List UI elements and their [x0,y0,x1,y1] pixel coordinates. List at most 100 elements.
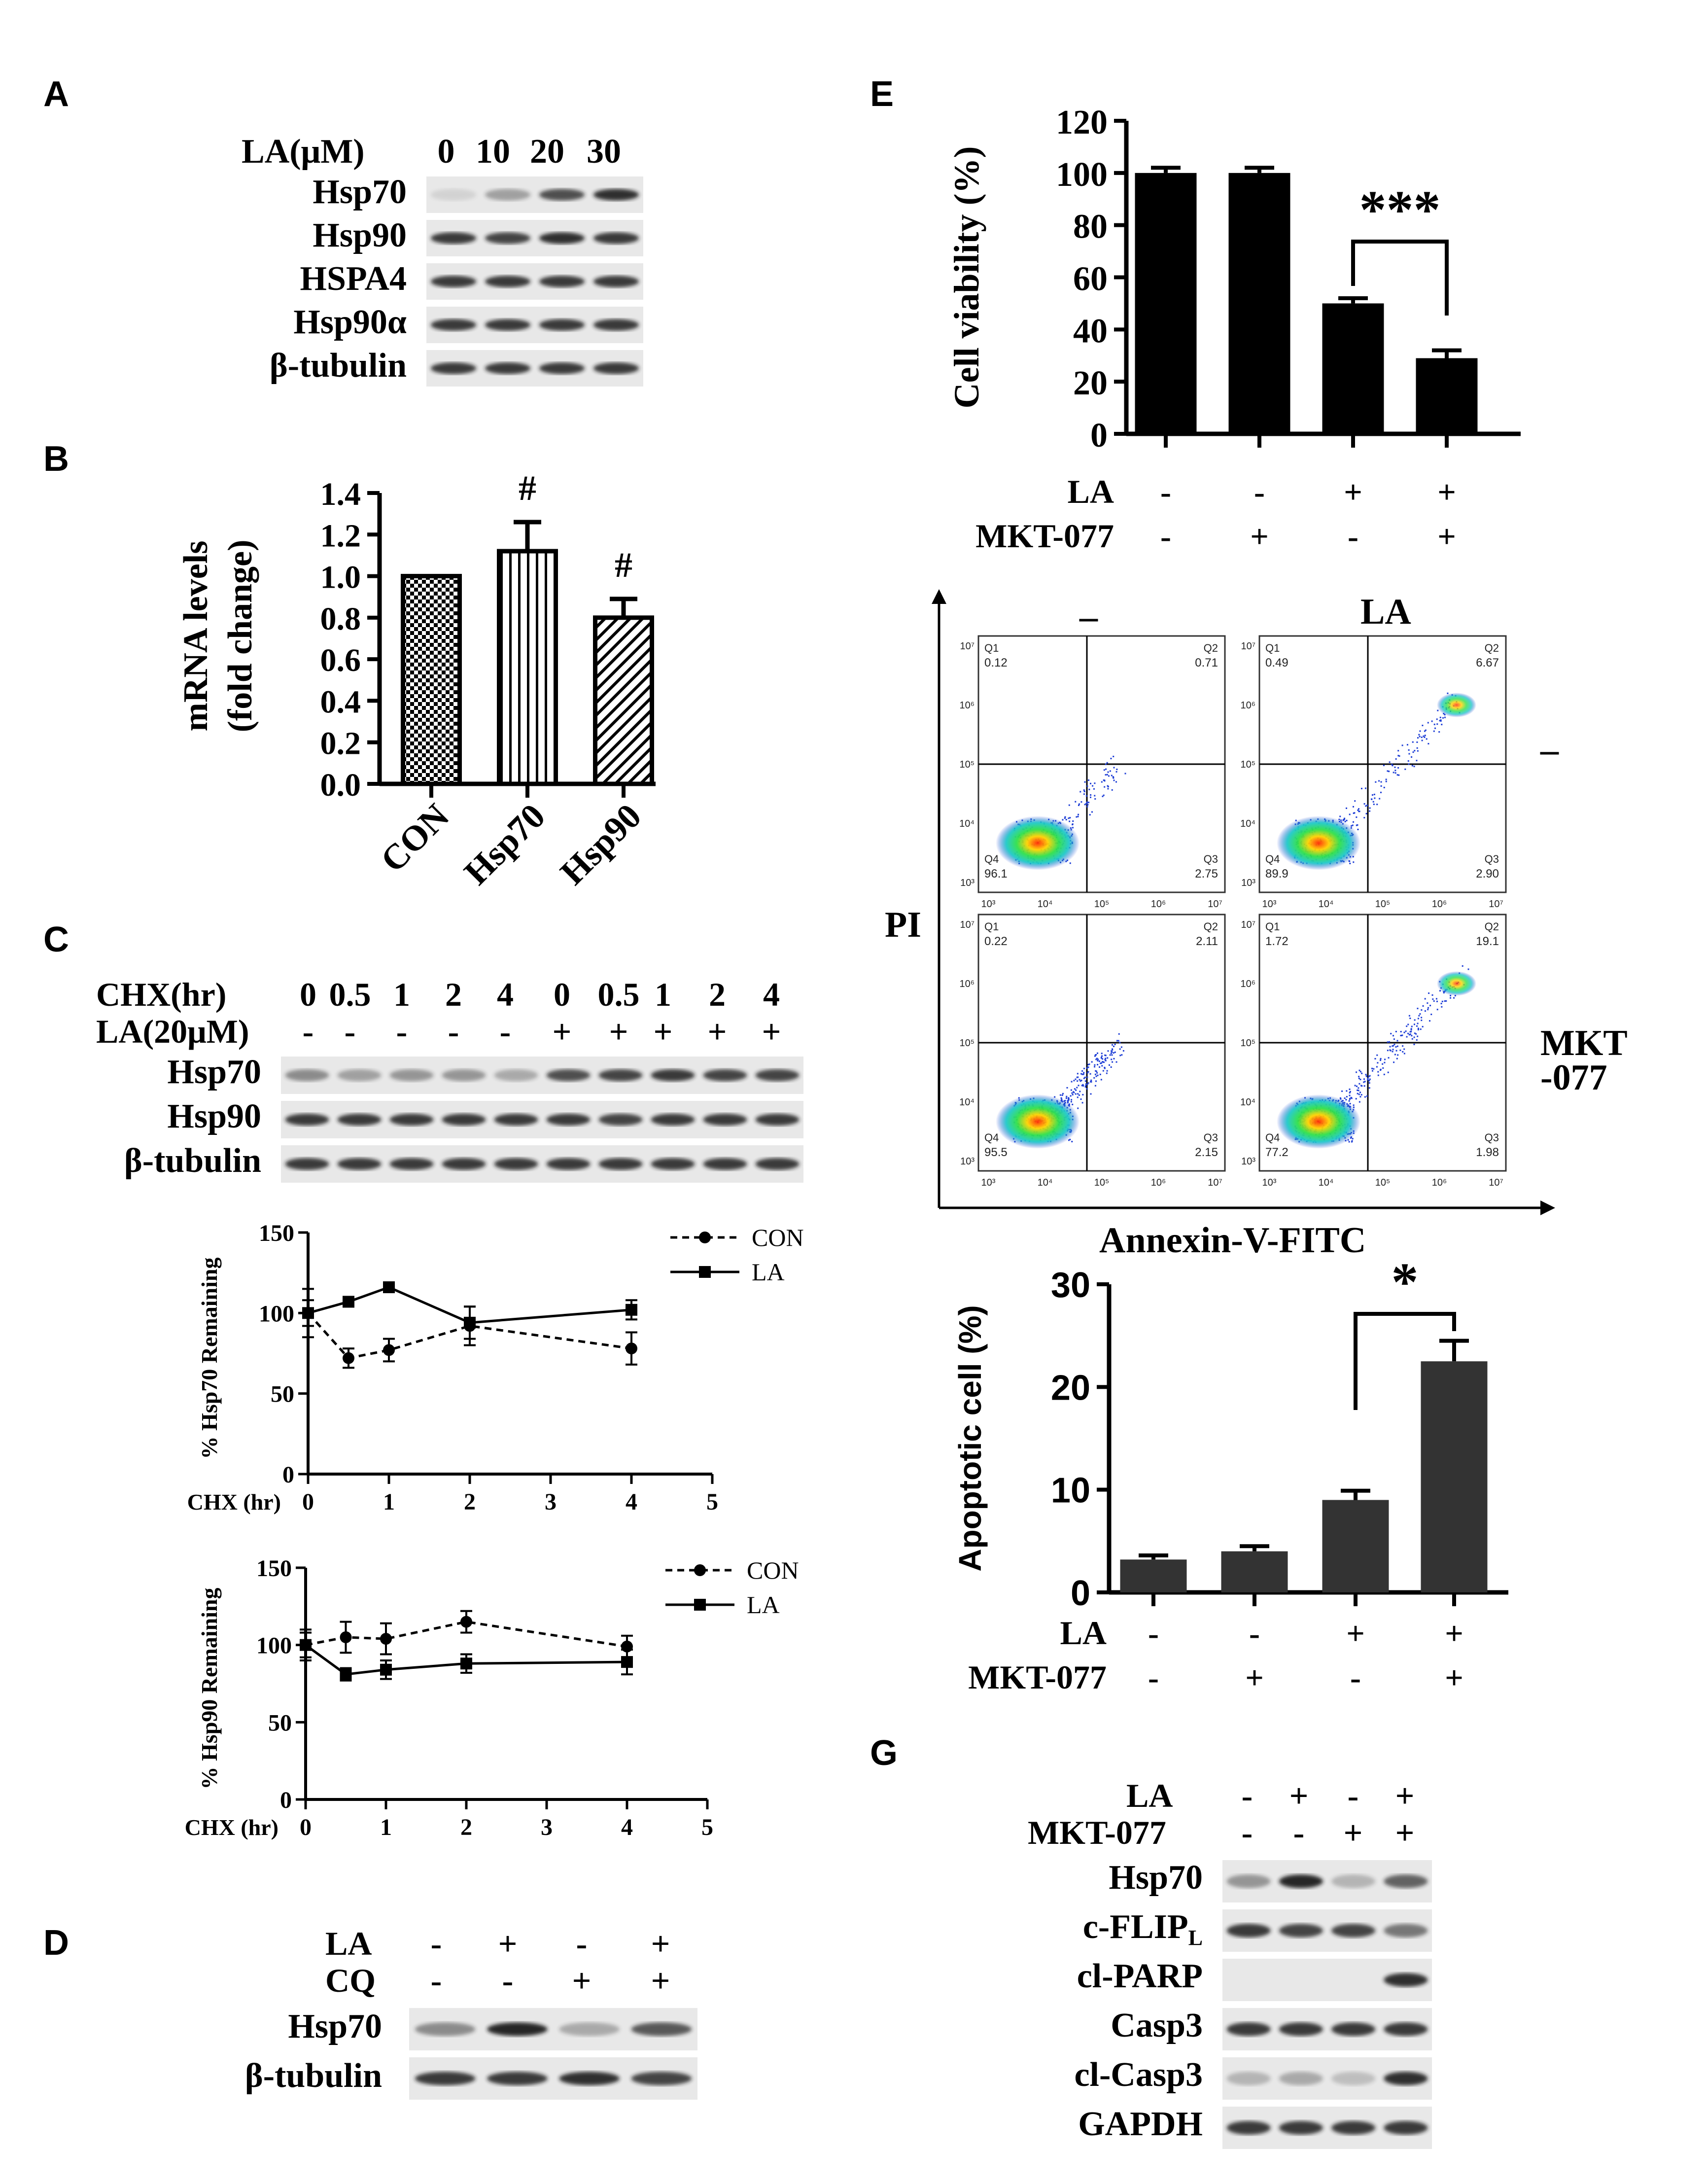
mkt-sign: + [1344,1814,1363,1851]
flow-event-dot [1467,968,1469,970]
panel-g-row-4-band [1384,2072,1428,2085]
flow-event-dot [1079,1091,1081,1092]
flow-event-dot [1440,719,1442,721]
flow-event-dot [1436,1000,1438,1002]
flow-event-dot [1083,789,1085,791]
flow-event-dot [1402,1051,1404,1053]
flow-event-dot [1105,1059,1107,1061]
flow-event-dot [1071,1099,1073,1101]
panel-d-row-1-band [631,2072,692,2085]
flow-event-dot [1401,1034,1403,1036]
panel-c-row-0-band [651,1069,695,1082]
flow-event-dot [1354,812,1356,814]
flow-event-dot [1062,819,1064,821]
y-tick-label: 0.0 [320,767,361,803]
blot-row-label: β-tubulin [245,2057,382,2095]
panel-a-row-2-band [430,276,477,287]
flow-event-dot [1376,1066,1378,1068]
panel-c-row-0-band [389,1069,434,1082]
flow-event-dot [1421,737,1423,739]
flow-event-dot [1373,793,1375,795]
flow-event-dot [1104,1066,1106,1068]
blot-row-label: Hsp90 [313,216,407,254]
panel-g-row-5-band [1331,2121,1376,2135]
panel-c-western-blot: CHX(hr) LA(20μM) 0 0.5 1 2 4 0 0.5 1 2 4- - - - - + + + +… [96,976,803,1183]
flow-event-dot [1358,1077,1360,1079]
flow-event-dot [1408,753,1410,755]
flow-x-tick-label: 10⁵ [1094,899,1110,910]
flow-event-dot [1072,824,1074,826]
flow-event-dot [1067,1102,1069,1104]
flow-event-dot [1068,1139,1070,1141]
flow-x-tick-label: 10⁵ [1375,1177,1391,1188]
chx-time-label: 0 [554,976,570,1013]
flow-event-dot [1427,743,1429,745]
blot-row-label: β-tubulin [124,1142,261,1180]
flow-event-dot [1409,1033,1411,1035]
flow-event-dot [1422,1005,1424,1007]
panel-g-mkt-label: MKT-077 [1028,1814,1166,1851]
flow-event-dot [1413,1023,1415,1025]
flow-event-dot [1349,813,1351,815]
y-tick-label: 20 [1073,364,1108,402]
flow-row-label-mkt-line2: -077 [1540,1057,1607,1098]
flow-event-dot [1088,779,1090,781]
x-tick-label: 2 [464,1489,476,1515]
flow-x-tick-label: 10⁵ [1094,1177,1110,1188]
flow-event-dot [1064,1100,1066,1102]
flow-event-dot [1109,770,1111,772]
flow-event-dot [1363,1081,1365,1083]
flow-event-dot [1424,1010,1426,1012]
flow-event-dot [1382,1063,1384,1065]
flow-event-dot [1422,725,1424,727]
x-tick-label: Hsp70 [456,796,553,892]
flow-event-dot [1366,805,1368,807]
data-point [464,1316,476,1329]
quadrant-value: 6.67 [1476,656,1499,669]
mkt-row-label: MKT-077 [975,517,1114,555]
flow-event-dot [1083,790,1085,792]
flow-event-dot [1378,780,1380,782]
data-point [340,1631,352,1643]
flow-event-dot [1377,1062,1379,1064]
la-sign: - [576,1925,588,1962]
flow-event-dot [1363,1085,1365,1087]
flow-event-dot [1353,806,1355,808]
quadrant-value: 89.9 [1265,867,1288,881]
flow-event-dot [1087,1066,1089,1068]
panel-letter-g: G [870,1733,898,1773]
flow-event-dot [1070,1101,1072,1103]
flow-y-tick-label: 10⁵ [959,759,975,770]
flow-y-arrowhead [932,589,946,604]
la-sign: + [651,1925,670,1962]
flow-event-dot [1398,774,1400,776]
significance-mark: *** [1359,179,1441,240]
flow-event-dot [1086,1088,1088,1090]
flow-event-dot [1107,1050,1109,1052]
blot-row-label: Hsp90 [167,1097,261,1135]
flow-event-dot [1122,1050,1124,1052]
panel-c-row-2-band [703,1158,747,1170]
panel-c-row-0-band [494,1069,538,1082]
flow-event-dot [1397,750,1399,752]
x-tick-label: 0 [300,1814,312,1840]
quadrant-name: Q4 [1265,1131,1280,1144]
flow-event-dot [1359,1071,1361,1073]
flow-event-dot [1111,1058,1113,1060]
legend-marker [694,1564,706,1576]
panel-g-row-5-band [1384,2121,1428,2135]
flow-y-tick-label: 10⁴ [959,1097,975,1108]
y-tick-label: 0.8 [320,601,361,637]
flow-event-dot [1066,1095,1068,1097]
panel-a-row-1-band [593,232,639,244]
quadrant-value: 19.1 [1476,935,1499,948]
flow-event-dot [1343,818,1345,820]
la-sign: + [498,1925,518,1962]
flow-event-dot [1345,1099,1347,1101]
flow-event-dot [1083,793,1085,795]
flow-event-dot [1436,723,1438,725]
data-point [383,1281,395,1294]
flow-event-dot [1416,741,1418,743]
flow-event-dot [1065,819,1067,821]
flow-event-dot [1102,795,1104,797]
